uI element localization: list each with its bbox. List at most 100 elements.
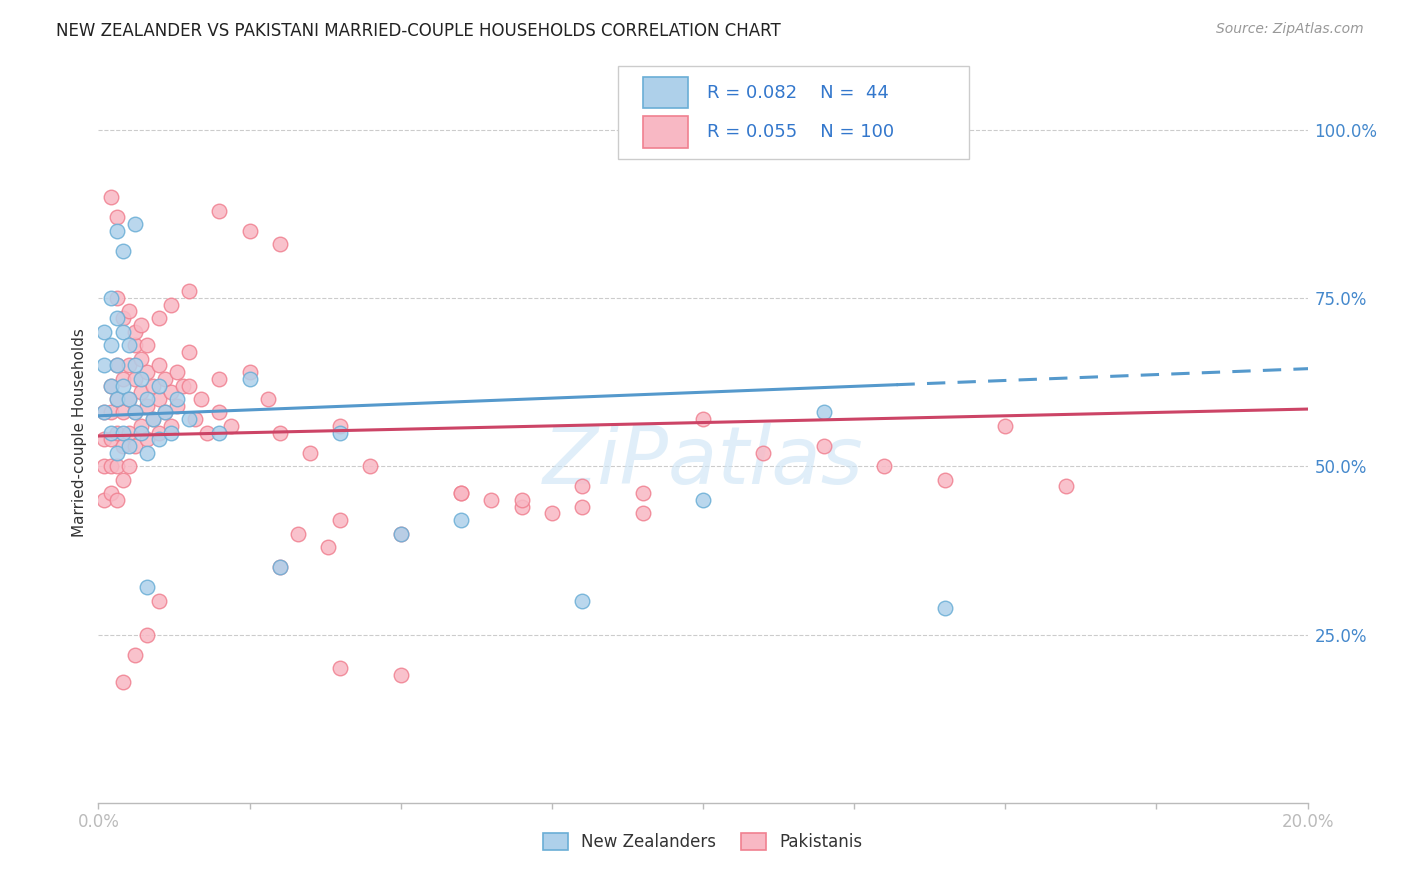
Point: [994, 418, 1017, 433]
Point: [208, 425, 231, 440]
Point: [329, 418, 352, 433]
Point: [124, 372, 146, 386]
Point: [239, 372, 262, 386]
Point: [111, 405, 134, 419]
Point: [510, 500, 533, 514]
Point: [129, 372, 152, 386]
Point: [329, 425, 352, 440]
Point: [148, 359, 170, 373]
Point: [269, 560, 291, 574]
Point: [450, 513, 472, 527]
Point: [100, 486, 122, 500]
Text: NEW ZEALANDER VS PAKISTANI MARRIED-COUPLE HOUSEHOLDS CORRELATION CHART: NEW ZEALANDER VS PAKISTANI MARRIED-COUPL…: [56, 22, 780, 40]
Y-axis label: Married-couple Households: Married-couple Households: [72, 328, 87, 537]
Point: [148, 392, 170, 406]
Point: [111, 674, 134, 689]
Point: [571, 594, 593, 608]
Point: [510, 492, 533, 507]
Point: [135, 399, 157, 413]
Point: [540, 507, 562, 521]
Point: [105, 224, 128, 238]
Point: [269, 560, 291, 574]
Point: [93, 459, 115, 474]
Point: [316, 540, 339, 554]
Point: [142, 412, 165, 426]
Point: [450, 486, 472, 500]
Point: [934, 600, 956, 615]
Point: [118, 392, 141, 406]
Point: [571, 479, 593, 493]
Point: [93, 405, 115, 419]
Text: ZiPatlas: ZiPatlas: [543, 423, 863, 501]
Point: [105, 425, 128, 440]
Point: [153, 405, 176, 419]
Point: [873, 459, 896, 474]
Point: [118, 304, 141, 318]
Point: [269, 237, 291, 252]
Point: [179, 378, 201, 392]
Point: [153, 372, 176, 386]
Point: [450, 486, 472, 500]
Point: [571, 500, 593, 514]
FancyBboxPatch shape: [643, 78, 689, 109]
Point: [129, 418, 152, 433]
Point: [100, 405, 122, 419]
Point: [118, 392, 141, 406]
Point: [190, 392, 212, 406]
Point: [166, 399, 188, 413]
Point: [179, 412, 201, 426]
Point: [129, 318, 152, 332]
Point: [160, 385, 183, 400]
Point: [124, 439, 146, 453]
Point: [111, 439, 134, 453]
Point: [111, 378, 134, 392]
Point: [813, 405, 835, 419]
Point: [100, 378, 122, 392]
Point: [118, 459, 141, 474]
Point: [93, 433, 115, 447]
Point: [148, 311, 170, 326]
Point: [100, 425, 122, 440]
Point: [118, 338, 141, 352]
Point: [148, 425, 170, 440]
Point: [135, 627, 157, 641]
Text: Source: ZipAtlas.com: Source: ZipAtlas.com: [1216, 22, 1364, 37]
Point: [93, 325, 115, 339]
Point: [481, 492, 503, 507]
Point: [111, 372, 134, 386]
Point: [105, 459, 128, 474]
Point: [166, 392, 188, 406]
Point: [111, 311, 134, 326]
Point: [100, 190, 122, 204]
Point: [105, 392, 128, 406]
Point: [179, 285, 201, 299]
Point: [135, 446, 157, 460]
Point: [160, 425, 183, 440]
Point: [118, 425, 141, 440]
Point: [135, 581, 157, 595]
Point: [124, 217, 146, 231]
Point: [1054, 479, 1077, 493]
Point: [111, 425, 134, 440]
Point: [105, 492, 128, 507]
FancyBboxPatch shape: [643, 117, 689, 147]
Point: [100, 338, 122, 352]
Point: [100, 459, 122, 474]
Legend: New Zealanders, Pakistanis: New Zealanders, Pakistanis: [537, 826, 869, 857]
Point: [160, 418, 183, 433]
Point: [105, 211, 128, 225]
Point: [179, 344, 201, 359]
Point: [329, 513, 352, 527]
Point: [360, 459, 382, 474]
Point: [124, 359, 146, 373]
Point: [269, 425, 291, 440]
Point: [172, 378, 194, 392]
Point: [631, 507, 654, 521]
Point: [389, 526, 412, 541]
Text: R = 0.055    N = 100: R = 0.055 N = 100: [707, 123, 894, 141]
Point: [129, 425, 152, 440]
Point: [148, 378, 170, 392]
Point: [208, 405, 231, 419]
Point: [100, 433, 122, 447]
Point: [287, 526, 309, 541]
